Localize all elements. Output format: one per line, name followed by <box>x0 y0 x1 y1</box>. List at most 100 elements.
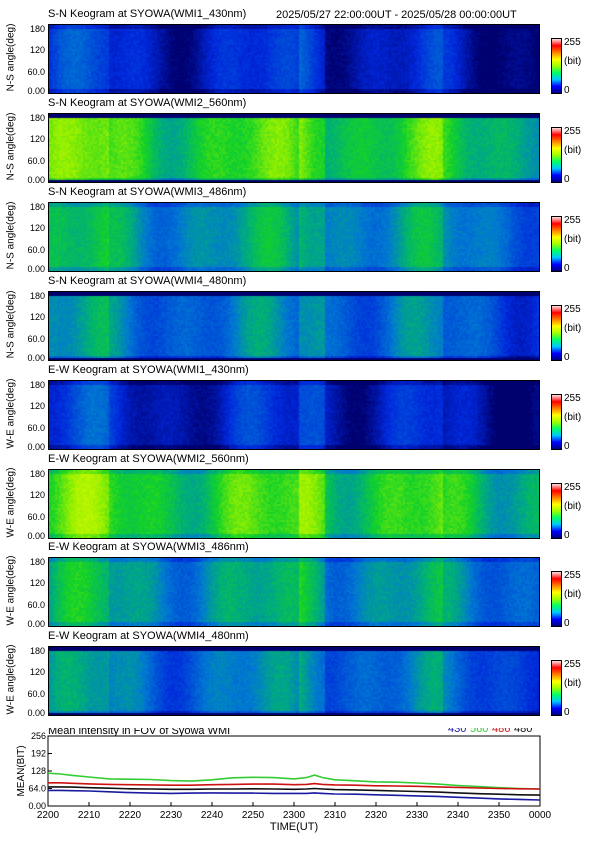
keogram-image <box>48 469 540 539</box>
y-axis-label: W-E angle(deg) <box>5 467 17 538</box>
series-line-430 <box>48 789 541 801</box>
colorbar-min-label: 0 <box>564 174 570 185</box>
panel-title: E-W Keogram at SYOWA(WMI1_430nm) <box>48 364 249 376</box>
y-tick-label: 128 <box>31 766 46 776</box>
keogram-image <box>48 557 540 627</box>
keogram-image <box>48 646 540 716</box>
x-tick-label: 2340 <box>447 810 470 821</box>
chart-title: Mean intensity in FOV of Syowa WMI <box>48 728 230 737</box>
y-tick-label: 120 <box>29 578 45 588</box>
panel-title: S-N Keogram at SYOWA(WMI3_486nm) <box>48 186 247 198</box>
y-tick-label: 0.00 <box>27 619 45 629</box>
colorbar-min-label: 0 <box>564 85 570 96</box>
x-tick-label: 2310 <box>324 810 347 821</box>
y-axis-label: W-E angle(deg) <box>5 378 17 449</box>
y-axis-label: W-E angle(deg) <box>5 555 17 626</box>
y-tick-label: 60.0 <box>27 512 45 522</box>
colorbar-min-label: 0 <box>564 441 570 452</box>
y-tick-label: 120 <box>29 667 45 677</box>
legend-entry: 480 <box>514 728 532 735</box>
colorbar <box>551 216 562 272</box>
x-tick-label: 2240 <box>201 810 224 821</box>
series-line-560 <box>47 772 541 790</box>
colorbar-max-label: 255 <box>564 482 581 493</box>
colorbar-unit-label: (bit) <box>564 678 582 689</box>
x-tick-label: 2210 <box>78 810 101 821</box>
colorbar-max-label: 255 <box>564 393 581 404</box>
y-tick-label: 60.0 <box>27 67 45 77</box>
legend-entry: 430 <box>448 728 466 735</box>
colorbar-unit-label: (bit) <box>564 323 582 334</box>
x-axis-label: TIME(UT) <box>270 821 318 833</box>
keogram-image <box>48 291 540 361</box>
y-axis-label: N-S angle(deg) <box>5 23 17 92</box>
y-tick-label: 0.00 <box>27 175 45 185</box>
colorbar-min-label: 0 <box>564 707 570 718</box>
colorbar <box>551 394 562 450</box>
x-tick-label: 2220 <box>119 810 142 821</box>
colorbar-unit-label: (bit) <box>564 589 582 600</box>
y-tick-label: 0.00 <box>28 801 46 811</box>
legend-entry: 486 <box>492 728 510 735</box>
y-tick-label: 0.00 <box>27 86 45 96</box>
y-tick-label: 0.00 <box>27 264 45 274</box>
series-line-480 <box>48 786 541 796</box>
y-tick-label: 180 <box>29 646 45 656</box>
y-tick-label: 120 <box>29 134 45 144</box>
y-axis-label: N-S angle(deg) <box>5 290 17 359</box>
colorbar-min-label: 0 <box>564 263 570 274</box>
colorbar-unit-label: (bit) <box>564 501 582 512</box>
y-tick-label: 180 <box>29 380 45 390</box>
x-tick-label: 2350 <box>488 810 511 821</box>
panel-title: S-N Keogram at SYOWA(WMI1_430nm) <box>48 8 247 20</box>
y-tick-label: 180 <box>29 24 45 34</box>
x-tick-label: 2230 <box>160 810 183 821</box>
x-tick-label: 2300 <box>283 810 306 821</box>
colorbar <box>551 571 562 627</box>
y-tick-label: 0.00 <box>27 531 45 541</box>
y-axis-label: N-S angle(deg) <box>5 201 17 270</box>
y-tick-label: 120 <box>29 312 45 322</box>
colorbar-min-label: 0 <box>564 352 570 363</box>
colorbar-unit-label: (bit) <box>564 234 582 245</box>
y-tick-label: 120 <box>29 223 45 233</box>
keogram-image <box>48 24 540 94</box>
panel-title: E-W Keogram at SYOWA(WMI2_560nm) <box>48 453 249 465</box>
colorbar <box>551 127 562 183</box>
x-tick-label: 2200 <box>37 810 60 821</box>
y-tick-label: 60.0 <box>27 245 45 255</box>
y-tick-label: 60.0 <box>27 689 45 699</box>
colorbar-max-label: 255 <box>564 126 581 137</box>
mean-intensity-chart: Mean intensity in FOV of Syowa WMI 430 560… <box>16 728 552 833</box>
colorbar-max-label: 255 <box>564 37 581 48</box>
date-range: 2025/05/27 22:00:00UT - 2025/05/28 00:00… <box>276 9 517 21</box>
colorbar-max-label: 255 <box>564 659 581 670</box>
x-tick-label: 2330 <box>406 810 429 821</box>
panel-title: S-N Keogram at SYOWA(WMI4_480nm) <box>48 275 247 287</box>
x-tick-label: 0000 <box>529 810 552 821</box>
y-tick-label: 120 <box>29 45 45 55</box>
y-tick-label: 64.0 <box>28 784 46 794</box>
y-tick-label: 60.0 <box>27 334 45 344</box>
y-tick-label: 120 <box>29 490 45 500</box>
y-tick-label: 60.0 <box>27 600 45 610</box>
x-tick-label: 2320 <box>365 810 388 821</box>
colorbar-unit-label: (bit) <box>564 56 582 67</box>
y-axis-label: MEAN(BIT) <box>16 745 27 796</box>
colorbar-max-label: 255 <box>564 570 581 581</box>
keogram-image <box>48 380 540 450</box>
y-tick-label: 180 <box>29 557 45 567</box>
colorbar <box>551 483 562 539</box>
panel-title: E-W Keogram at SYOWA(WMI3_486nm) <box>48 541 249 553</box>
colorbar-max-label: 255 <box>564 304 581 315</box>
plot-area <box>47 735 541 807</box>
keogram-image <box>48 202 540 272</box>
colorbar-min-label: 0 <box>564 618 570 629</box>
y-tick-label: 180 <box>29 469 45 479</box>
panel-title: E-W Keogram at SYOWA(WMI4_480nm) <box>48 630 249 642</box>
x-tick-label: 2250 <box>242 810 265 821</box>
y-tick-label: 120 <box>29 401 45 411</box>
keogram-image <box>48 113 540 183</box>
y-axis-label: W-E angle(deg) <box>5 644 17 715</box>
colorbar-max-label: 255 <box>564 215 581 226</box>
